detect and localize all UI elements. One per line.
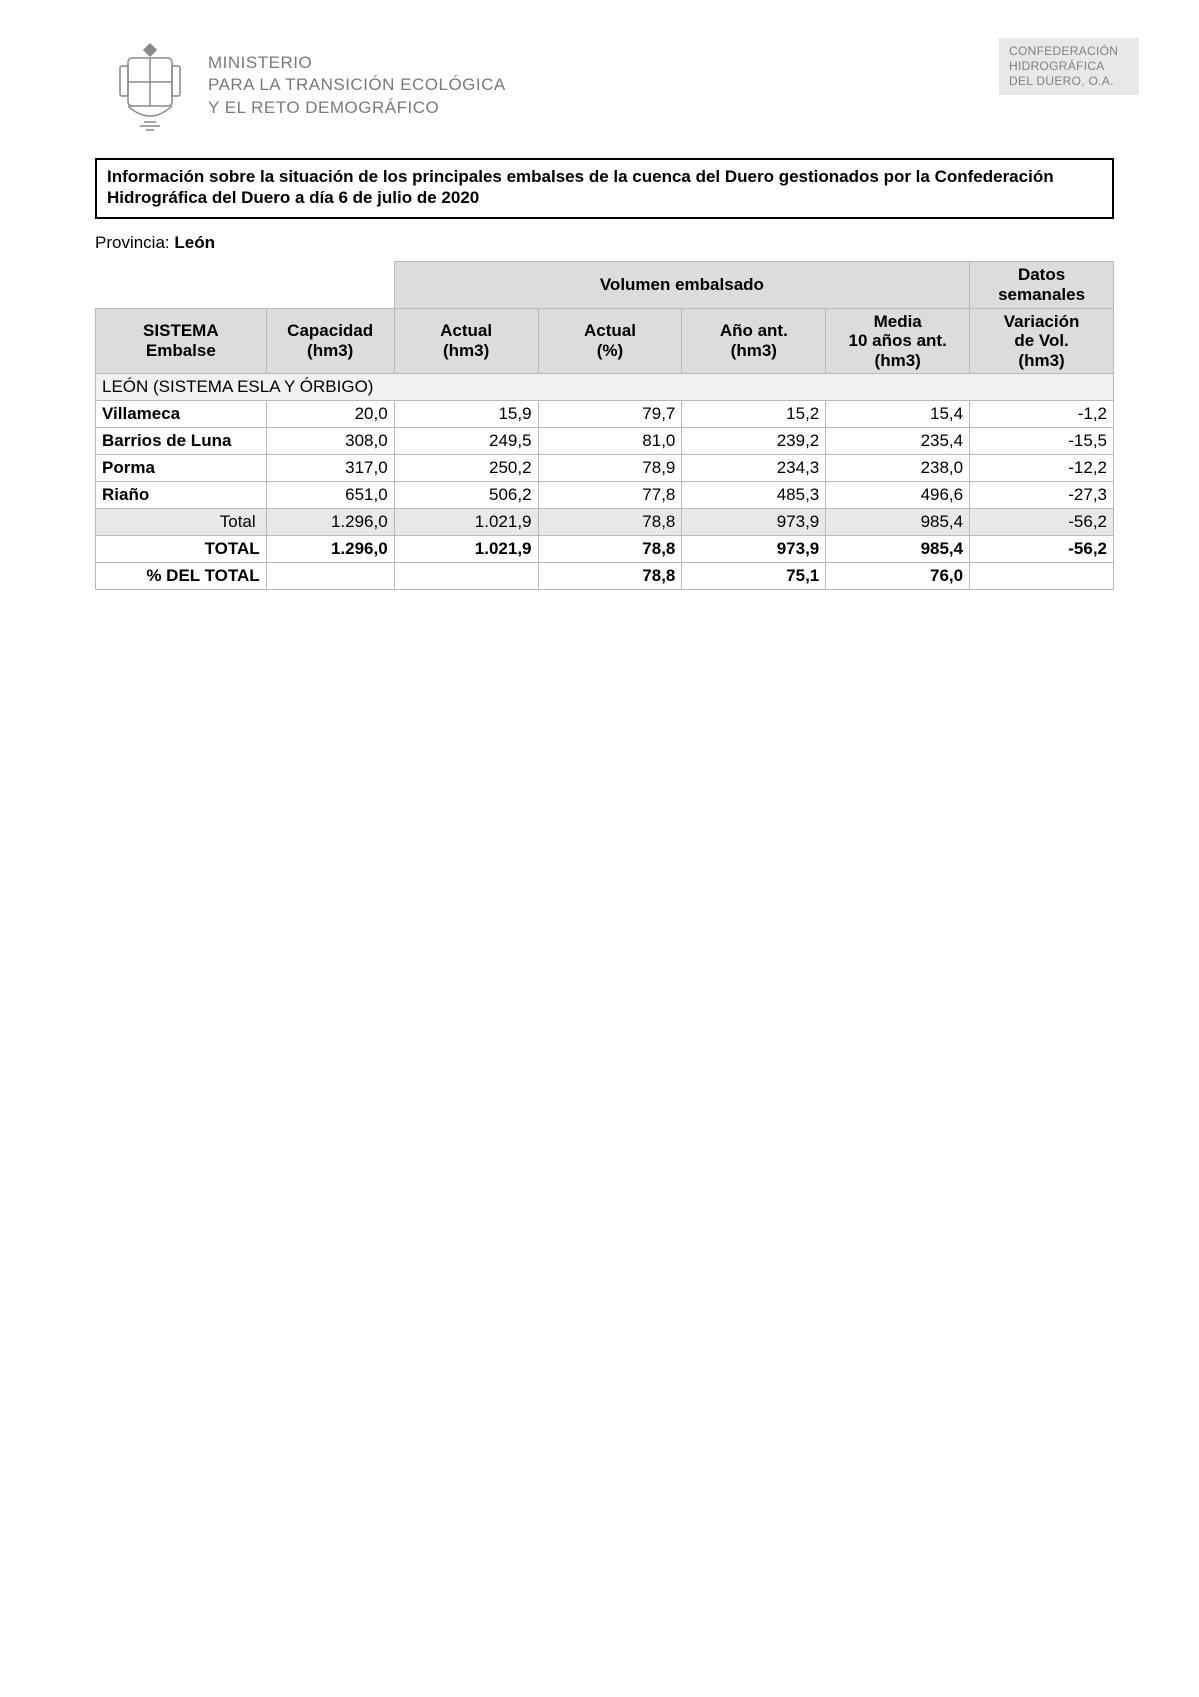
subtotal-media: 985,4 — [826, 509, 970, 536]
subtotal-cap: 1.296,0 — [266, 509, 394, 536]
cell-act-pct: 81,0 — [538, 428, 682, 455]
ministry-line2: PARA LA TRANSICIÓN ECOLÓGICA — [208, 74, 506, 96]
col-group-datos: Datos semanales — [970, 261, 1114, 308]
total-act-pct: 78,8 — [538, 536, 682, 563]
cell-media: 235,4 — [826, 428, 970, 455]
cell-name: Villameca — [96, 401, 267, 428]
col-media10: Media 10 años ant. (hm3) — [826, 308, 970, 374]
col-ano-ant: Año ant. (hm3) — [682, 308, 826, 374]
col-group-volumen: Volumen embalsado — [394, 261, 969, 308]
pct-total-row: % DEL TOTAL 78,8 75,1 76,0 — [96, 563, 1114, 590]
col-actual-hm: Actual (hm3) — [394, 308, 538, 374]
total-row: TOTAL 1.296,0 1.021,9 78,8 973,9 985,4 -… — [96, 536, 1114, 563]
cell-cap: 308,0 — [266, 428, 394, 455]
subtotal-label: Total — [96, 509, 267, 536]
cell-name: Barrios de Luna — [96, 428, 267, 455]
province-label: Provincia: — [95, 233, 174, 252]
col-actual-pct: Actual (%) — [538, 308, 682, 374]
col-variacion: Variación de Vol. (hm3) — [970, 308, 1114, 374]
cell-media: 496,6 — [826, 482, 970, 509]
agency-line2: HIDROGRÁFICA — [1009, 59, 1129, 74]
cell-act-hm: 249,5 — [394, 428, 538, 455]
cell-media: 15,4 — [826, 401, 970, 428]
total-cap: 1.296,0 — [266, 536, 394, 563]
coat-of-arms-icon — [110, 38, 190, 133]
table-header-row: SISTEMA Embalse Capacidad (hm3) Actual (… — [96, 308, 1114, 374]
cell-cap: 20,0 — [266, 401, 394, 428]
agency-badge: CONFEDERACIÓN HIDROGRÁFICA DEL DUERO, O.… — [999, 38, 1139, 95]
section-label: LEÓN (SISTEMA ESLA Y ÓRBIGO) — [96, 374, 1114, 401]
table-row: Porma 317,0 250,2 78,9 234,3 238,0 -12,2 — [96, 455, 1114, 482]
ministry-line3: Y EL RETO DEMOGRÁFICO — [208, 97, 506, 119]
pct-act-pct: 78,8 — [538, 563, 682, 590]
cell-ano: 15,2 — [682, 401, 826, 428]
page-header: MINISTERIO PARA LA TRANSICIÓN ECOLÓGICA … — [0, 0, 1199, 133]
agency-line1: CONFEDERACIÓN — [1009, 44, 1129, 59]
section-row: LEÓN (SISTEMA ESLA Y ÓRBIGO) — [96, 374, 1114, 401]
agency-line3: DEL DUERO, O.A. — [1009, 74, 1129, 89]
total-act-hm: 1.021,9 — [394, 536, 538, 563]
blank-corner — [96, 261, 395, 308]
cell-act-hm: 15,9 — [394, 401, 538, 428]
cell-var: -27,3 — [970, 482, 1114, 509]
pct-ano: 75,1 — [682, 563, 826, 590]
cell-act-pct: 77,8 — [538, 482, 682, 509]
cell-name: Porma — [96, 455, 267, 482]
table-row: Villameca 20,0 15,9 79,7 15,2 15,4 -1,2 — [96, 401, 1114, 428]
subtotal-ano: 973,9 — [682, 509, 826, 536]
cell-act-pct: 79,7 — [538, 401, 682, 428]
pct-label: % DEL TOTAL — [96, 563, 267, 590]
cell-cap: 317,0 — [266, 455, 394, 482]
cell-ano: 485,3 — [682, 482, 826, 509]
header-left: MINISTERIO PARA LA TRANSICIÓN ECOLÓGICA … — [110, 38, 506, 133]
col-sistema: SISTEMA Embalse — [96, 308, 267, 374]
table-row: Riaño 651,0 506,2 77,8 485,3 496,6 -27,3 — [96, 482, 1114, 509]
subtotal-act-hm: 1.021,9 — [394, 509, 538, 536]
pct-cap — [266, 563, 394, 590]
total-ano: 973,9 — [682, 536, 826, 563]
cell-cap: 651,0 — [266, 482, 394, 509]
info-box: Información sobre la situación de los pr… — [95, 158, 1114, 219]
cell-var: -12,2 — [970, 455, 1114, 482]
table-row: Barrios de Luna 308,0 249,5 81,0 239,2 2… — [96, 428, 1114, 455]
province-value: León — [174, 233, 215, 252]
ministry-text: MINISTERIO PARA LA TRANSICIÓN ECOLÓGICA … — [208, 52, 506, 118]
cell-act-hm: 506,2 — [394, 482, 538, 509]
pct-media: 76,0 — [826, 563, 970, 590]
cell-name: Riaño — [96, 482, 267, 509]
subtotal-row: Total 1.296,0 1.021,9 78,8 973,9 985,4 -… — [96, 509, 1114, 536]
cell-var: -1,2 — [970, 401, 1114, 428]
cell-act-hm: 250,2 — [394, 455, 538, 482]
col-capacidad: Capacidad (hm3) — [266, 308, 394, 374]
cell-ano: 234,3 — [682, 455, 826, 482]
province-line: Provincia: León — [95, 233, 1114, 253]
ministry-line1: MINISTERIO — [208, 52, 506, 74]
total-label: TOTAL — [96, 536, 267, 563]
total-var: -56,2 — [970, 536, 1114, 563]
subtotal-act-pct: 78,8 — [538, 509, 682, 536]
content: Información sobre la situación de los pr… — [0, 133, 1199, 590]
pct-act-hm — [394, 563, 538, 590]
total-media: 985,4 — [826, 536, 970, 563]
pct-var — [970, 563, 1114, 590]
cell-var: -15,5 — [970, 428, 1114, 455]
cell-act-pct: 78,9 — [538, 455, 682, 482]
cell-ano: 239,2 — [682, 428, 826, 455]
subtotal-var: -56,2 — [970, 509, 1114, 536]
table-header-group-row: Volumen embalsado Datos semanales — [96, 261, 1114, 308]
reservoir-table: Volumen embalsado Datos semanales SISTEM… — [95, 261, 1114, 591]
cell-media: 238,0 — [826, 455, 970, 482]
